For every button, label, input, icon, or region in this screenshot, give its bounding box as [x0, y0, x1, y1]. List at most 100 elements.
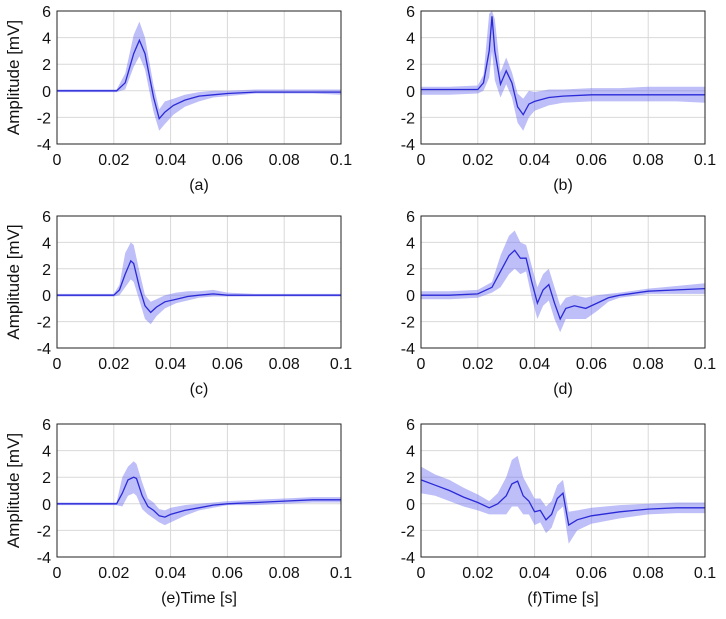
- y-tick-label: -2: [401, 110, 415, 127]
- series-mean-line: [421, 249, 706, 321]
- y-tick-label: 2: [42, 57, 51, 74]
- confidence-band: [57, 242, 341, 325]
- panel-caption: (d): [553, 381, 573, 398]
- x-tick-label: 0.1: [694, 356, 716, 373]
- x-tick-label: 0.02: [462, 565, 493, 582]
- confidence-band: [421, 230, 705, 333]
- x-tick-label: 0: [417, 356, 426, 373]
- y-tick-label: -4: [37, 550, 51, 567]
- x-tick-label: 0.06: [576, 565, 607, 582]
- x-tick-label: 0.1: [330, 356, 352, 373]
- x-tick-label: 0.02: [98, 565, 129, 582]
- axes-frame: [420, 423, 706, 558]
- panel-4: 0 0.02 0.04 0.06 0.08 0.1 -4 -2 0 2 4 6 Amplitude [m…: [4, 417, 352, 607]
- x-tick-label: 0.02: [462, 152, 493, 169]
- y-tick-label: 4: [42, 235, 51, 252]
- y-tick-label: 6: [406, 209, 415, 226]
- x-tick-label: 0.06: [212, 152, 243, 169]
- y-tick-label: 4: [42, 444, 51, 461]
- y-tick-label: -2: [401, 523, 415, 540]
- panel-3: 0 0.02 0.04 0.06 0.08 0.1 -4 -2 0 2 4 6 (d): [401, 209, 716, 398]
- x-tick-label: 0.1: [330, 152, 352, 169]
- y-tick-label: -4: [401, 137, 415, 154]
- panel-caption: (e)Time [s]: [161, 590, 237, 607]
- confidence-band: [421, 11, 705, 131]
- x-tick-label: 0.08: [633, 565, 664, 582]
- x-tick-label: 0.04: [155, 356, 186, 373]
- x-tick-label: 0.08: [269, 356, 300, 373]
- x-tick-label: 0.04: [155, 152, 186, 169]
- x-tick-label: 0.02: [98, 152, 129, 169]
- confidence-band: [57, 461, 341, 526]
- plot-area: [57, 424, 341, 557]
- y-axis-label: Amplitude [mV]: [4, 20, 23, 135]
- x-tick-label: 0.02: [462, 356, 493, 373]
- y-axis-label: Amplitude [mV]: [4, 224, 23, 339]
- series-mean-line: [420, 479, 705, 527]
- panel-caption: (b): [553, 177, 573, 194]
- panel-caption: (c): [190, 381, 209, 398]
- y-tick-label: -4: [37, 341, 51, 358]
- y-tick-label: -2: [37, 523, 51, 540]
- y-tick-label: 6: [42, 4, 51, 21]
- series-mean-line: [421, 16, 705, 116]
- y-tick-label: 6: [42, 209, 51, 226]
- x-tick-label: 0: [53, 152, 62, 169]
- panel-0: 0 0.02 0.04 0.06 0.08 0.1 -4 -2 0 2 4 6 Amplitude [m…: [4, 4, 352, 194]
- y-tick-label: -4: [401, 550, 415, 567]
- y-tick-label: 0: [42, 497, 51, 514]
- x-tick-label: 0.06: [576, 152, 607, 169]
- axes-frame: [56, 10, 342, 145]
- x-tick-label: 0.04: [519, 565, 550, 582]
- y-tick-label: -2: [37, 315, 51, 332]
- x-tick-label: 0.06: [212, 565, 243, 582]
- y-tick-label: 0: [42, 84, 51, 101]
- x-tick-label: 0.08: [633, 356, 664, 373]
- panel-1: 0 0.02 0.04 0.06 0.08 0.1 -4 -2 0 2 4 6 (b): [401, 4, 716, 194]
- y-tick-label: -2: [401, 315, 415, 332]
- x-tick-label: 0.08: [633, 152, 664, 169]
- series-mean-line: [57, 259, 341, 314]
- y-tick-label: 2: [42, 262, 51, 279]
- x-tick-label: 0.1: [694, 565, 716, 582]
- y-tick-label: 0: [406, 84, 415, 101]
- x-tick-label: 0.04: [155, 565, 186, 582]
- y-tick-label: 4: [406, 444, 415, 461]
- axes-frame: [56, 423, 342, 558]
- plot-area: [57, 11, 341, 144]
- y-tick-label: 2: [406, 262, 415, 279]
- panel-caption: (a): [189, 177, 209, 194]
- plot-area: [421, 216, 705, 348]
- y-tick-label: 6: [42, 417, 51, 434]
- y-tick-label: 4: [42, 31, 51, 48]
- x-tick-label: 0: [417, 565, 426, 582]
- plot-area: [421, 424, 705, 557]
- x-tick-label: 0.1: [694, 152, 716, 169]
- x-tick-label: 0: [417, 152, 426, 169]
- y-tick-label: 4: [406, 31, 415, 48]
- plot-area: [57, 216, 341, 348]
- y-tick-label: -4: [401, 341, 415, 358]
- x-tick-label: 0.02: [98, 356, 129, 373]
- x-tick-label: 0.06: [212, 356, 243, 373]
- panel-caption: (f)Time [s]: [527, 590, 598, 607]
- y-tick-label: 0: [406, 497, 415, 514]
- y-tick-label: 4: [406, 235, 415, 252]
- y-tick-label: 0: [406, 288, 415, 305]
- y-tick-label: 2: [406, 57, 415, 74]
- y-tick-label: -4: [37, 137, 51, 154]
- series-mean-line: [57, 476, 341, 518]
- axes-frame: [56, 215, 342, 349]
- x-tick-label: 0: [53, 565, 62, 582]
- confidence-band: [421, 455, 705, 544]
- x-tick-label: 0.04: [519, 152, 550, 169]
- y-tick-label: -2: [37, 110, 51, 127]
- x-tick-label: 0: [53, 356, 62, 373]
- axes-frame: [420, 10, 706, 145]
- y-tick-label: 6: [406, 417, 415, 434]
- x-tick-label: 0.1: [330, 565, 352, 582]
- x-tick-label: 0.08: [269, 565, 300, 582]
- x-tick-label: 0.08: [269, 152, 300, 169]
- y-tick-label: 2: [406, 470, 415, 487]
